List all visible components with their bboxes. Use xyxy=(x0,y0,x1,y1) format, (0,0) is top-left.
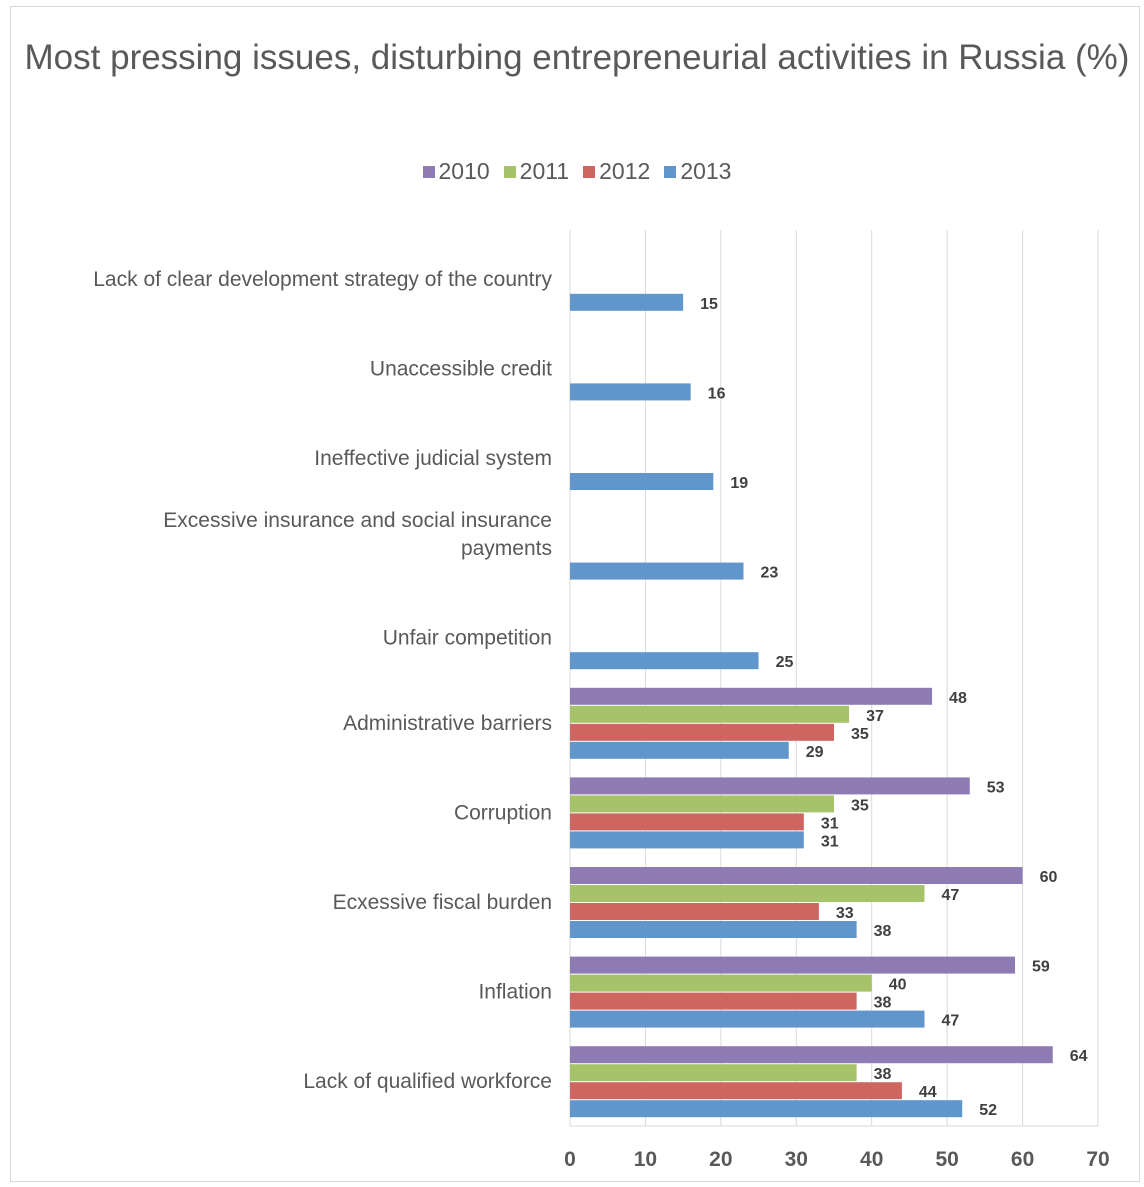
category-label: Lack of clear development strategy of th… xyxy=(93,268,552,291)
bar-2012 xyxy=(570,813,804,831)
x-tick-label: 20 xyxy=(709,1148,732,1171)
data-label: 31 xyxy=(821,815,839,832)
category-label-line: Unfair competition xyxy=(383,626,552,649)
bar-2013 xyxy=(570,831,804,849)
bar-2010 xyxy=(570,777,970,795)
category-label-line: Ecxessive fiscal burden xyxy=(333,891,552,914)
category-label: Corruption xyxy=(454,801,552,824)
chart-title: Most pressing issues, disturbing entrepr… xyxy=(24,38,1130,77)
category-label: Ecxessive fiscal burden xyxy=(333,891,552,914)
x-tick-label: 70 xyxy=(1086,1148,1109,1171)
data-label: 38 xyxy=(874,1066,892,1083)
bar-2013 xyxy=(570,293,684,311)
category-label-line: Lack of qualified workforce xyxy=(303,1070,552,1093)
category-label: Inflation xyxy=(478,981,552,1004)
category-label: Unfair competition xyxy=(383,626,552,649)
category-label: Excessive insurance and social insurance… xyxy=(163,509,552,560)
data-label: 35 xyxy=(851,726,869,743)
legend-label: 2013 xyxy=(680,158,732,184)
bar-2010 xyxy=(570,867,1023,884)
bar-2012 xyxy=(570,1082,902,1100)
data-label: 60 xyxy=(1040,869,1058,886)
data-label: 33 xyxy=(836,905,854,922)
category-label-line: Unaccessible credit xyxy=(370,358,552,381)
data-label: 44 xyxy=(919,1084,937,1101)
x-tick-label: 50 xyxy=(935,1148,958,1171)
bar-2013 xyxy=(570,652,759,670)
bar-2013 xyxy=(570,1100,963,1118)
category-label: Unaccessible credit xyxy=(370,358,552,381)
legend-label: 2010 xyxy=(438,158,490,184)
data-label: 31 xyxy=(821,833,839,850)
bar-2013 xyxy=(570,473,714,490)
legend-item-2012: 2012 xyxy=(583,158,650,185)
legend-swatch xyxy=(503,165,516,178)
x-tick-label: 60 xyxy=(1011,1148,1034,1171)
data-label: 29 xyxy=(806,744,824,761)
category-label-line: Ineffective judicial system xyxy=(314,447,552,470)
x-tick-label: 30 xyxy=(785,1148,808,1171)
category-label-line: Inflation xyxy=(478,981,552,1004)
category-label-line: Corruption xyxy=(454,801,552,824)
category-label: Administrative barriers xyxy=(343,712,552,735)
data-label: 19 xyxy=(730,475,748,492)
legend-item-2010: 2010 xyxy=(422,158,490,185)
bar-2013 xyxy=(570,562,744,580)
legend-label: 2012 xyxy=(599,158,651,184)
data-label: 37 xyxy=(866,708,884,725)
chart-legend: 2010 2011 2012 2013 xyxy=(0,158,1144,185)
bar-2010 xyxy=(570,687,933,705)
bar-2011 xyxy=(570,1064,857,1082)
bar-2012 xyxy=(570,723,834,741)
data-label: 47 xyxy=(942,887,960,904)
data-label: 48 xyxy=(949,690,967,707)
bar-2011 xyxy=(570,974,872,992)
legend-swatch xyxy=(422,165,435,178)
bar-2011 xyxy=(570,795,834,813)
data-label: 59 xyxy=(1032,959,1050,976)
category-label-line: payments xyxy=(461,537,552,560)
data-label: 64 xyxy=(1070,1048,1088,1065)
data-label: 16 xyxy=(708,385,726,402)
bar-2011 xyxy=(570,705,850,723)
legend-item-2013: 2013 xyxy=(664,158,731,185)
data-label: 40 xyxy=(889,977,907,994)
category-label: Ineffective judicial system xyxy=(314,447,552,470)
data-label: 23 xyxy=(760,565,778,582)
chart-frame xyxy=(10,6,1140,1182)
category-label: Lack of qualified workforce xyxy=(303,1070,552,1093)
bar-2012 xyxy=(570,992,857,1010)
category-label-line: Excessive insurance and social insurance xyxy=(163,509,552,532)
data-label: 47 xyxy=(942,1013,960,1030)
data-label: 25 xyxy=(776,654,794,671)
legend-label: 2011 xyxy=(519,158,570,184)
bar-2010 xyxy=(570,1046,1053,1064)
legend-item-2011: 2011 xyxy=(503,158,570,185)
bar-2011 xyxy=(570,885,925,902)
category-label-line: Lack of clear development strategy of th… xyxy=(93,268,552,291)
legend-swatch xyxy=(583,165,596,178)
legend-swatch xyxy=(664,165,677,178)
bar-2013 xyxy=(570,921,857,938)
data-label: 52 xyxy=(979,1102,997,1119)
bar-2013 xyxy=(570,1010,925,1028)
data-label: 15 xyxy=(700,296,718,313)
bar-2013 xyxy=(570,383,691,401)
bar-2012 xyxy=(570,903,819,920)
data-label: 35 xyxy=(851,797,869,814)
data-label: 38 xyxy=(874,995,892,1012)
bar-2013 xyxy=(570,741,789,759)
category-label-line: Administrative barriers xyxy=(343,712,552,735)
x-tick-label: 40 xyxy=(860,1148,883,1171)
bar-2010 xyxy=(570,956,1016,974)
data-label: 53 xyxy=(987,779,1005,796)
x-tick-label: 10 xyxy=(634,1148,657,1171)
x-tick-label: 0 xyxy=(564,1148,576,1171)
data-label: 38 xyxy=(874,923,892,940)
